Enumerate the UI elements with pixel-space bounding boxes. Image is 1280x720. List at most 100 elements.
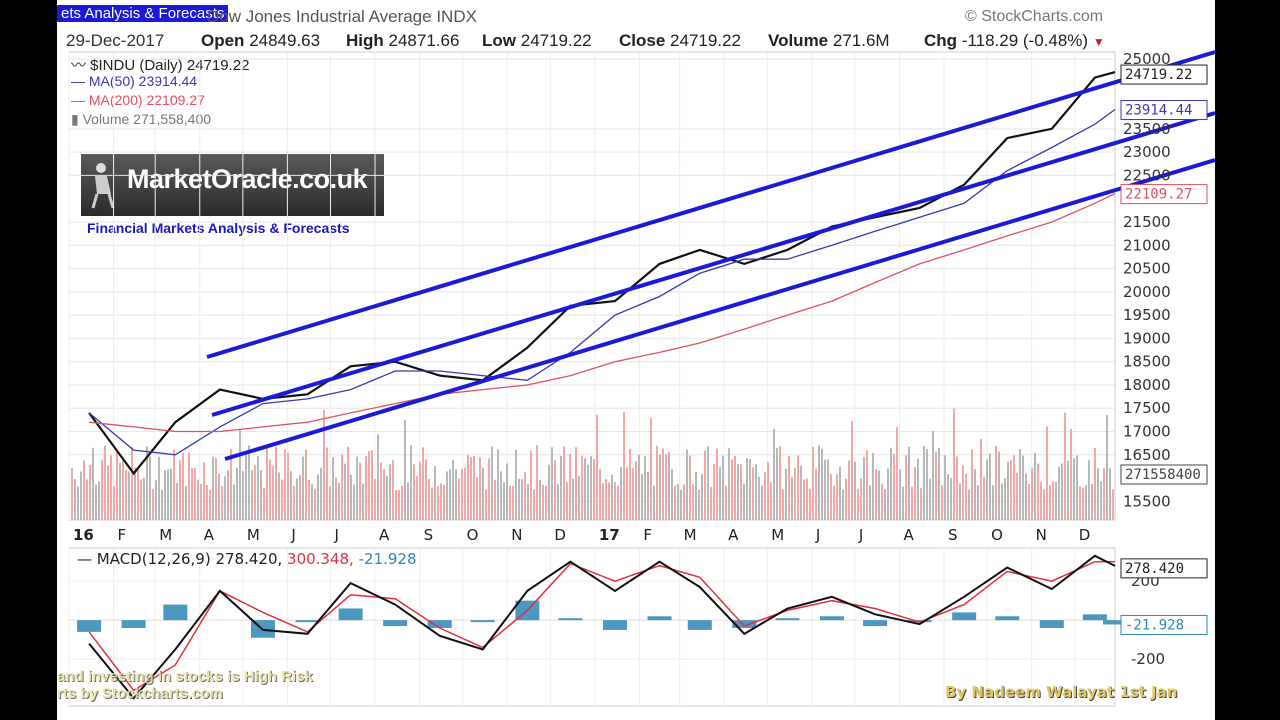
volume-label: Volume: [768, 31, 829, 50]
volume-bar: [674, 485, 676, 520]
volume-bar: [1058, 466, 1060, 520]
volume-bar: [683, 484, 685, 520]
volume-bar: [182, 452, 184, 520]
volume-bar: [1070, 428, 1072, 520]
volume-bar: [593, 459, 595, 520]
macd-histogram-bar: [1103, 620, 1127, 625]
volume-bar: [929, 478, 931, 520]
volume-bar: [359, 462, 361, 520]
volume-bar: [152, 488, 154, 520]
volume-bar: [458, 478, 460, 520]
macd-histogram-bar: [819, 616, 844, 621]
month-tick-label: S: [948, 526, 958, 544]
volume-bar: [410, 445, 412, 520]
volume-bar: [476, 477, 478, 520]
volume-bar: [389, 464, 391, 520]
volume-bar: [251, 470, 253, 520]
volume-bar: [761, 485, 763, 520]
volume-bar: [668, 451, 670, 520]
volume-bar: [1097, 468, 1099, 520]
quote-low: Low 24719.22: [482, 31, 592, 51]
volume-bar: [215, 457, 217, 520]
legend-volume: ▮ Volume 271,558,400: [71, 111, 212, 127]
volume-bar: [143, 477, 145, 520]
price-tag-box: [1120, 64, 1208, 85]
volume-swatch-icon: ▮: [71, 111, 83, 127]
volume-bar: [776, 448, 778, 520]
volume-bar: [98, 481, 100, 520]
volume-bar: [1085, 485, 1087, 520]
quote-change: Chg -118.29 (-0.48%) ▼: [924, 31, 1105, 51]
ma50-tag: 23914.44: [1125, 103, 1192, 119]
volume-bar: [740, 464, 742, 520]
low-label: Low: [482, 31, 516, 50]
volume-bar: [545, 485, 547, 520]
volume-bar: [680, 489, 682, 520]
volume-bar: [878, 470, 880, 520]
volume-bar: [809, 488, 811, 520]
volume-bar: [602, 483, 604, 520]
volume-bar: [80, 471, 82, 520]
volume-bar: [434, 466, 436, 520]
volume-bar: [455, 469, 457, 520]
volume-bar: [812, 446, 814, 520]
volume-bar: [485, 489, 487, 520]
macd-tag-box: [1120, 558, 1208, 579]
volume-bar: [941, 485, 943, 520]
volume-bar: [797, 455, 799, 520]
macd-histogram-bar: [427, 620, 452, 628]
volume-bar: [401, 486, 403, 520]
volume-bar: [974, 469, 976, 520]
volume-bar: [1061, 463, 1063, 520]
month-tick-label: O: [467, 526, 479, 544]
volume-bar: [1088, 460, 1090, 520]
volume-bar: [608, 482, 610, 520]
volume-bar: [665, 454, 667, 520]
ma50-tag-box: [1120, 100, 1208, 121]
volume-bar: [572, 478, 574, 520]
macd-histogram-bar: [77, 620, 102, 632]
chg-value: -118.29 (-0.48%): [961, 31, 1089, 50]
volume-bar: [701, 473, 703, 520]
volume-bar: [365, 456, 367, 520]
volume-bar: [764, 471, 766, 520]
volume-bar: [101, 459, 103, 520]
ma200-swatch-icon: —: [71, 92, 89, 108]
stockcharts-brand: © StockCharts.com: [965, 8, 1104, 25]
volume-bar: [110, 455, 112, 520]
volume-bar: [677, 483, 679, 520]
volume-bar: [179, 460, 181, 520]
price-tick-label: 18000: [1123, 376, 1171, 394]
legend-ma50: — MA(50) 23914.44: [71, 73, 198, 89]
volume-bar: [71, 467, 73, 520]
ma200-tag-box: [1120, 184, 1208, 205]
price-swatch-icon: 〰: [71, 57, 91, 74]
grid: [68, 51, 1116, 707]
month-tick-label: J: [858, 526, 863, 544]
volume-bar: [260, 470, 262, 520]
volume-bar: [392, 460, 394, 520]
volume-bar: [1082, 487, 1084, 520]
volume-bar: [905, 455, 907, 520]
volume-bar: [803, 479, 805, 520]
volume-bar: [914, 467, 916, 520]
ma200-tag: 22109.27: [1125, 187, 1192, 203]
volume-bar: [305, 449, 307, 520]
volume-bar: [320, 467, 322, 520]
volume-bar: [467, 454, 469, 520]
volume-bar: [614, 482, 616, 520]
volume-bar: [158, 456, 160, 520]
volume-bar: [200, 483, 202, 520]
macd-signal-line: [88, 560, 1116, 692]
open-value: 24849.63: [249, 31, 321, 50]
volume-bar: [1007, 461, 1009, 520]
volume-bar: [587, 464, 589, 520]
volume-bar: [956, 456, 958, 520]
volume-bars: [71, 408, 1114, 520]
macd-histogram-bar: [907, 620, 932, 623]
volume-bar: [578, 475, 580, 520]
volume-bar: [917, 458, 919, 520]
volume-bar: [758, 476, 760, 520]
volume-bar: [1106, 415, 1108, 520]
volume-bar: [695, 472, 697, 520]
